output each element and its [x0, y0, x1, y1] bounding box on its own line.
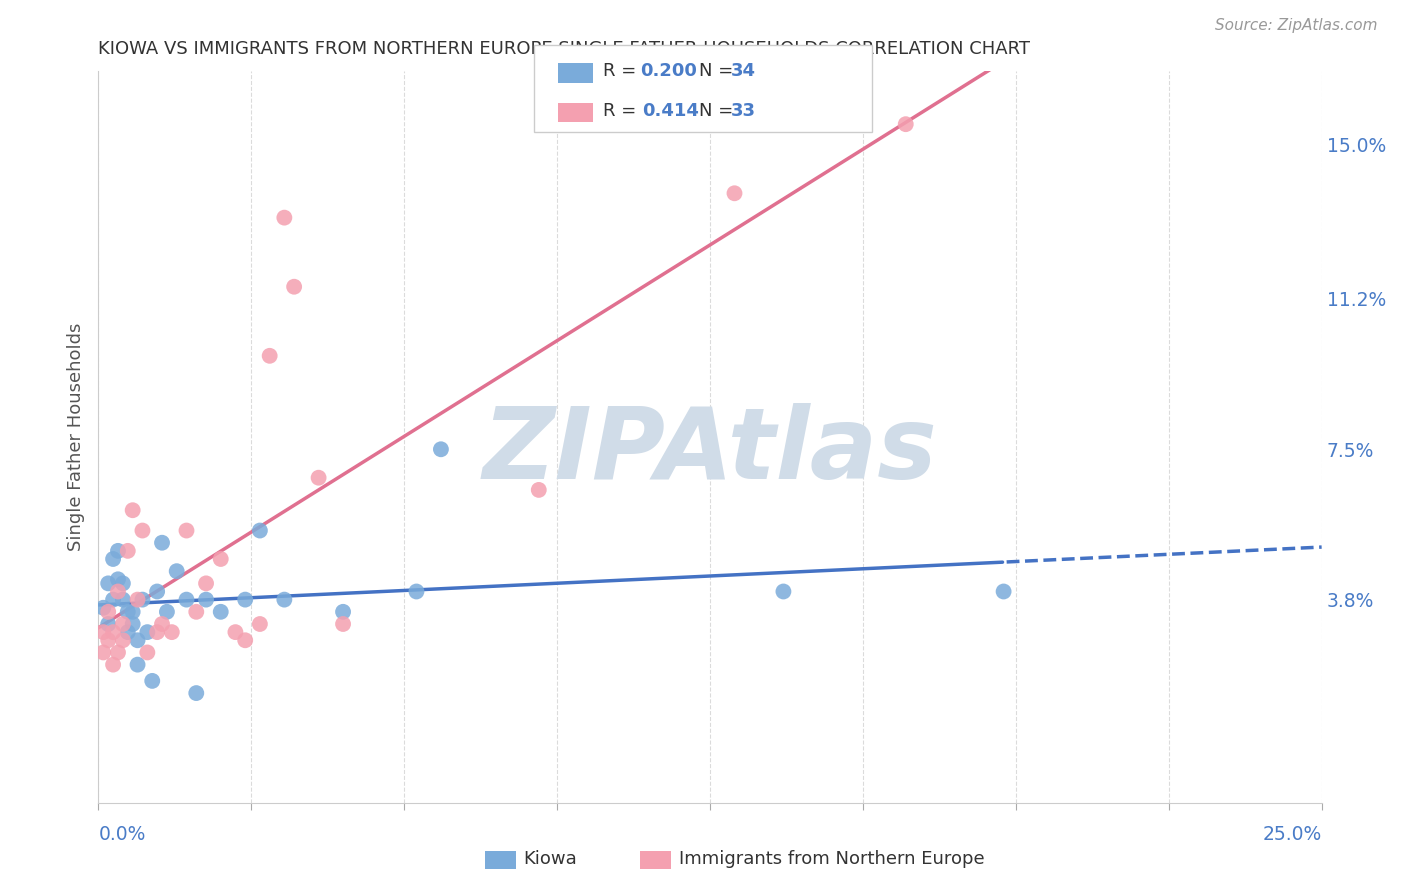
Point [111, 576, 134, 591]
Point [273, 592, 295, 607]
Point [117, 625, 139, 640]
Text: N =: N = [699, 102, 738, 120]
Text: 34: 34 [731, 62, 756, 80]
Point [283, 279, 305, 293]
Text: 0.200: 0.200 [640, 62, 696, 80]
Point [146, 625, 169, 640]
Y-axis label: Single Father Households: Single Father Households [66, 323, 84, 551]
Point [233, 633, 256, 648]
Text: R =: R = [603, 62, 643, 80]
Text: Source: ZipAtlas.com: Source: ZipAtlas.com [1215, 18, 1378, 33]
Point [209, 605, 232, 619]
Point [224, 625, 246, 640]
Point [97, 605, 120, 619]
Point [127, 633, 149, 648]
Point [195, 592, 218, 607]
Point [150, 617, 173, 632]
Point [97, 576, 120, 591]
Text: Kiowa: Kiowa [523, 850, 576, 868]
Point [91, 600, 114, 615]
Point [121, 503, 143, 517]
Point [273, 211, 295, 225]
Point [111, 633, 134, 648]
Point [117, 605, 139, 619]
Point [894, 117, 917, 131]
Point [107, 544, 129, 558]
Point [141, 673, 163, 688]
Point [430, 442, 453, 457]
Point [176, 524, 198, 538]
Point [111, 592, 134, 607]
Point [91, 645, 114, 659]
Point [209, 552, 232, 566]
Point [101, 625, 124, 640]
Point [121, 605, 143, 619]
Point [233, 592, 256, 607]
Point [259, 349, 281, 363]
Text: 0.414: 0.414 [643, 102, 699, 120]
Point [772, 584, 794, 599]
Point [186, 686, 208, 700]
Text: ZIPAtlas: ZIPAtlas [482, 403, 938, 500]
Point [723, 186, 745, 201]
Text: R =: R = [603, 102, 643, 120]
Point [405, 584, 427, 599]
Point [527, 483, 550, 497]
Point [156, 605, 179, 619]
Point [107, 584, 129, 599]
Point [127, 657, 149, 672]
Point [146, 584, 169, 599]
Point [101, 592, 124, 607]
Point [249, 617, 271, 632]
Point [166, 564, 188, 578]
Text: Immigrants from Northern Europe: Immigrants from Northern Europe [679, 850, 984, 868]
Point [308, 471, 330, 485]
Point [121, 617, 143, 632]
Text: KIOWA VS IMMIGRANTS FROM NORTHERN EUROPE SINGLE FATHER HOUSEHOLDS CORRELATION CH: KIOWA VS IMMIGRANTS FROM NORTHERN EUROPE… [98, 40, 1031, 58]
Point [176, 592, 198, 607]
Point [101, 657, 124, 672]
Point [131, 592, 153, 607]
Point [127, 592, 149, 607]
Point [101, 552, 124, 566]
Text: 33: 33 [731, 102, 756, 120]
Point [97, 617, 120, 632]
Point [332, 605, 354, 619]
Point [136, 645, 159, 659]
Point [136, 625, 159, 640]
Text: N =: N = [699, 62, 738, 80]
Point [131, 524, 153, 538]
Point [107, 572, 129, 586]
Point [97, 633, 120, 648]
Point [117, 544, 139, 558]
Point [160, 625, 183, 640]
Text: 25.0%: 25.0% [1263, 825, 1322, 844]
Point [195, 576, 218, 591]
Point [249, 524, 271, 538]
Point [107, 645, 129, 659]
Point [186, 605, 208, 619]
Point [91, 625, 114, 640]
Point [150, 535, 173, 549]
Text: 0.0%: 0.0% [98, 825, 146, 844]
Point [111, 617, 134, 632]
Point [993, 584, 1015, 599]
Point [332, 617, 354, 632]
